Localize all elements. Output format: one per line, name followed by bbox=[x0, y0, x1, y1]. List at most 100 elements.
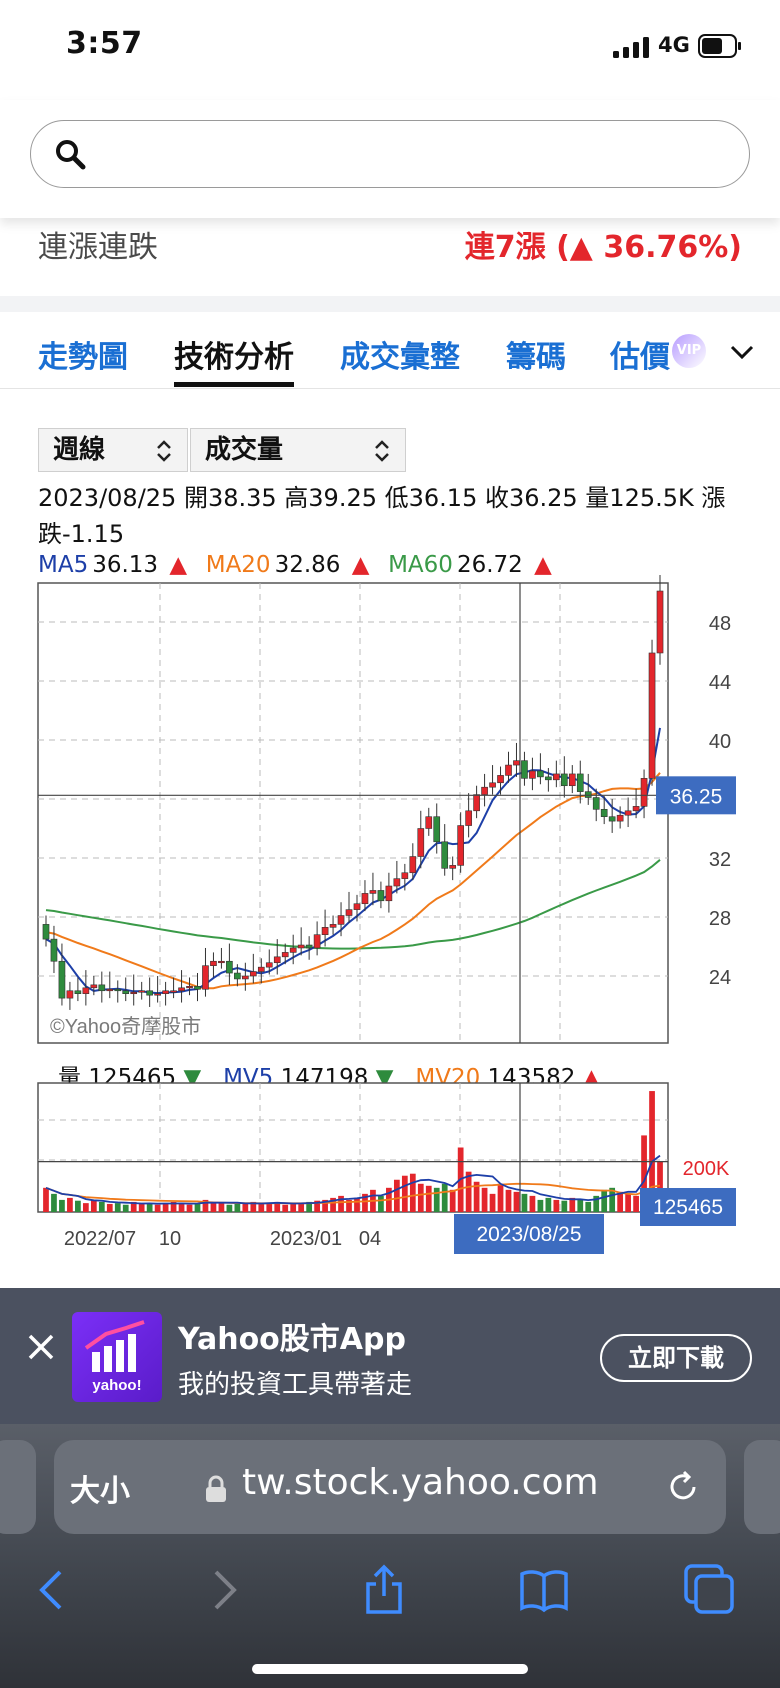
candle bbox=[138, 990, 146, 993]
candle bbox=[106, 988, 114, 992]
volume-bar bbox=[601, 1189, 608, 1212]
volume-bar bbox=[449, 1189, 456, 1212]
volume-bar bbox=[130, 1201, 137, 1212]
download-button[interactable]: 立即下載 bbox=[600, 1334, 752, 1382]
back-icon[interactable] bbox=[26, 1562, 82, 1618]
tab-valuation[interactable]: 估價 bbox=[610, 340, 670, 375]
lock-icon bbox=[206, 1475, 226, 1502]
app-subtitle: 我的投資工具帶著走 bbox=[178, 1370, 413, 1400]
candle bbox=[226, 960, 233, 974]
search-input[interactable] bbox=[30, 120, 750, 188]
volume-bar bbox=[75, 1200, 81, 1212]
indicator-select[interactable]: 成交量 bbox=[190, 428, 406, 472]
chevron-down-icon[interactable] bbox=[728, 338, 756, 366]
candle bbox=[170, 990, 177, 993]
status-bar: 3:57 4G bbox=[0, 0, 780, 100]
candle bbox=[42, 924, 50, 940]
candle bbox=[257, 966, 265, 972]
reload-icon[interactable] bbox=[664, 1468, 702, 1506]
candle bbox=[202, 965, 209, 990]
price-tag-bg bbox=[656, 776, 736, 815]
volume-bar bbox=[633, 1195, 639, 1212]
period-select[interactable]: 週線 bbox=[38, 428, 188, 472]
x-tick-label: 04 bbox=[359, 1228, 381, 1250]
app-banner: yahoo! Yahoo股市App 我的投資工具帶著走 立即下載 bbox=[0, 1288, 780, 1424]
home-indicator bbox=[252, 1664, 528, 1674]
volume-bar bbox=[122, 1204, 129, 1212]
volume-bar bbox=[170, 1201, 177, 1212]
candle bbox=[505, 764, 512, 776]
volume-bar bbox=[242, 1203, 249, 1212]
candle bbox=[178, 987, 185, 992]
ma20-label: MA20 bbox=[205, 552, 271, 578]
ma60-value: 26.72 bbox=[456, 552, 523, 578]
tab-technical[interactable]: 技術分析 bbox=[174, 340, 294, 375]
chart-watermark: ©Yahoo奇摩股市 bbox=[50, 1015, 201, 1038]
tab-volume-summary[interactable]: 成交彙整 bbox=[340, 340, 460, 375]
share-icon[interactable] bbox=[356, 1562, 412, 1618]
candle bbox=[50, 938, 58, 962]
bookmarks-icon[interactable] bbox=[516, 1562, 572, 1618]
ma20-value: 32.86 bbox=[274, 552, 341, 578]
tab-chips[interactable]: 籌碼 bbox=[506, 340, 566, 375]
candle bbox=[249, 971, 257, 977]
candle bbox=[545, 776, 552, 781]
next-tab-peek[interactable] bbox=[744, 1440, 780, 1534]
section-divider bbox=[0, 296, 780, 312]
price-tag-label: 36.25 bbox=[670, 785, 723, 808]
search-icon bbox=[56, 140, 86, 170]
volume-bar bbox=[274, 1201, 281, 1212]
candle bbox=[337, 915, 345, 925]
candle bbox=[345, 909, 353, 916]
candle bbox=[409, 856, 417, 874]
volume-bar bbox=[521, 1193, 528, 1212]
volume-bar bbox=[258, 1203, 265, 1212]
prev-tab-peek[interactable] bbox=[0, 1440, 36, 1534]
volume-bar bbox=[51, 1193, 57, 1212]
candle bbox=[154, 993, 161, 996]
volume-bar bbox=[505, 1189, 512, 1212]
candle bbox=[417, 828, 425, 857]
volume-bar bbox=[146, 1203, 153, 1212]
candle bbox=[265, 962, 273, 968]
volume-bar bbox=[401, 1175, 408, 1212]
volume-bar bbox=[218, 1203, 225, 1212]
close-icon[interactable] bbox=[26, 1332, 56, 1362]
volume-chart[interactable]: 200K 125465 2022/07 10 2023/01 04 2023/08/25 bbox=[0, 1080, 780, 1260]
candle bbox=[640, 778, 648, 807]
browser-toolbar: 大小 tw.stock.yahoo.com bbox=[0, 1424, 780, 1688]
text-size-button[interactable]: 大小 bbox=[70, 1474, 130, 1509]
volume-bar bbox=[473, 1181, 480, 1212]
ma60-line bbox=[45, 859, 661, 950]
candle bbox=[553, 773, 560, 781]
candle bbox=[361, 893, 369, 905]
candle bbox=[313, 934, 321, 949]
ohlc-summary: 2023/08/25 開38.35 高39.25 低36.15 收36.25 量… bbox=[38, 484, 726, 548]
candle bbox=[393, 878, 401, 887]
volume-bar bbox=[497, 1183, 504, 1212]
volume-bar bbox=[609, 1187, 616, 1212]
y-tick-label: 32 bbox=[709, 849, 731, 871]
volume-bar bbox=[346, 1199, 352, 1212]
vip-badge-icon: VIP bbox=[672, 334, 706, 368]
volume-bar bbox=[90, 1199, 97, 1212]
volume-bar bbox=[322, 1199, 328, 1212]
x-tick-label: 2023/01 bbox=[270, 1228, 342, 1250]
volume-bar bbox=[378, 1195, 384, 1212]
tabs-icon[interactable] bbox=[682, 1562, 738, 1618]
y-tick-label: 48 bbox=[709, 613, 731, 635]
forward-icon[interactable] bbox=[194, 1562, 250, 1618]
volume-bar bbox=[178, 1203, 185, 1212]
price-chart[interactable]: 2428323640444836.25©Yahoo奇摩股市 bbox=[0, 575, 780, 1055]
volume-bar bbox=[441, 1183, 448, 1212]
volume-bar bbox=[537, 1199, 544, 1212]
candle bbox=[90, 984, 98, 989]
address-bar[interactable]: 大小 tw.stock.yahoo.com bbox=[54, 1440, 726, 1534]
y-tick-label: 44 bbox=[709, 672, 731, 694]
status-time: 3:57 bbox=[66, 26, 143, 61]
tab-trend[interactable]: 走勢圖 bbox=[38, 340, 128, 375]
candle bbox=[560, 773, 568, 787]
candle bbox=[576, 773, 584, 792]
volume-bar bbox=[59, 1199, 65, 1212]
volume-bar bbox=[106, 1203, 113, 1212]
